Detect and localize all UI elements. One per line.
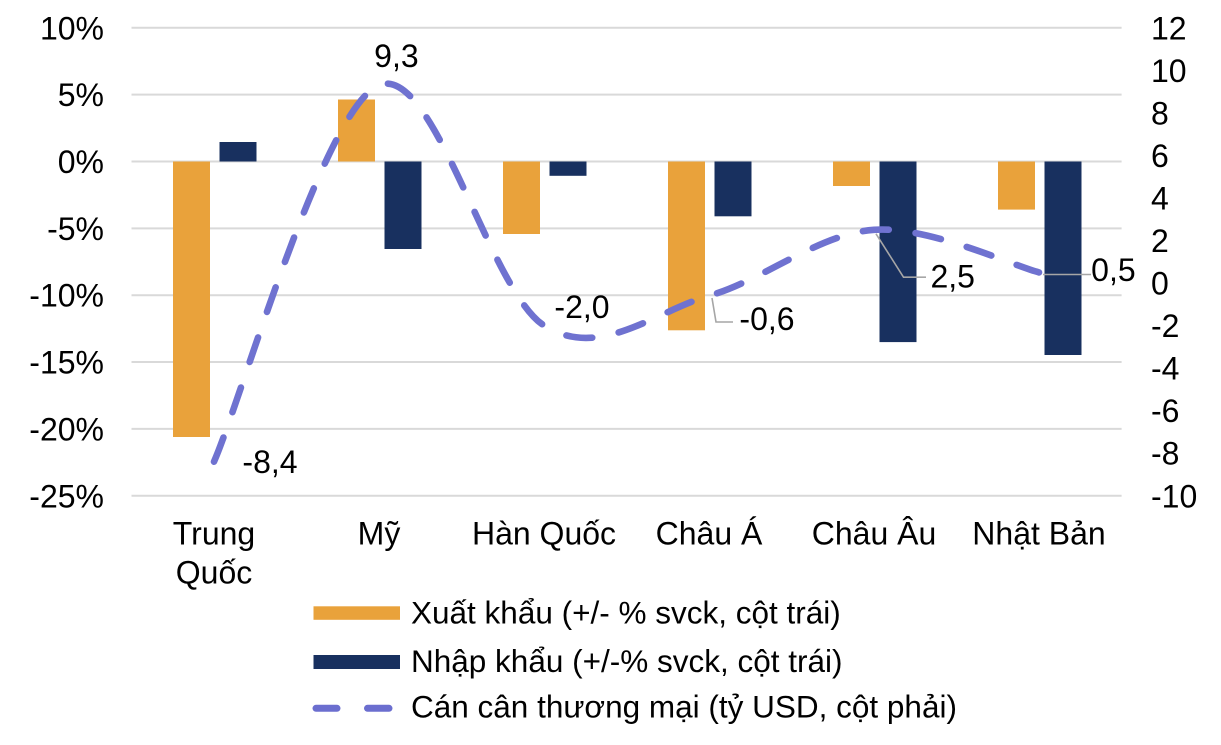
svg-text:10%: 10% (40, 10, 104, 46)
svg-text:9,3: 9,3 (374, 38, 418, 74)
svg-text:10: 10 (1151, 53, 1187, 89)
svg-text:-8: -8 (1151, 436, 1179, 472)
svg-text:-10: -10 (1151, 478, 1197, 514)
svg-text:-2: -2 (1151, 308, 1179, 344)
svg-text:-5%: -5% (47, 211, 104, 247)
svg-text:6: 6 (1151, 138, 1169, 174)
svg-text:2,5: 2,5 (930, 259, 974, 295)
svg-text:-4: -4 (1151, 351, 1179, 387)
svg-text:2: 2 (1151, 223, 1169, 259)
svg-text:Châu Á: Châu Á (656, 516, 763, 552)
svg-text:-2,0: -2,0 (554, 289, 609, 325)
svg-text:-6: -6 (1151, 393, 1179, 429)
svg-text:-20%: -20% (29, 411, 104, 447)
svg-text:12: 12 (1151, 10, 1187, 46)
svg-text:Nhật Bản: Nhật Bản (972, 516, 1105, 552)
svg-text:Xuất khẩu (+/- % svck, cột trá: Xuất khẩu (+/- % svck, cột trái) (411, 595, 841, 631)
svg-text:-0,6: -0,6 (739, 301, 794, 337)
svg-text:0%: 0% (58, 144, 104, 180)
svg-text:-15%: -15% (29, 345, 104, 381)
svg-text:-8,4: -8,4 (242, 444, 297, 480)
svg-text:Mỹ: Mỹ (358, 516, 401, 552)
svg-text:-25%: -25% (29, 478, 104, 514)
svg-text:4: 4 (1151, 181, 1169, 217)
svg-text:Cán cân thương mại (tỷ USD, cộ: Cán cân thương mại (tỷ USD, cột phải) (411, 689, 957, 725)
svg-text:Châu Âu: Châu Âu (812, 516, 937, 552)
svg-text:Quốc: Quốc (176, 555, 252, 591)
svg-text:Trung: Trung (173, 516, 255, 552)
svg-text:0,5: 0,5 (1091, 252, 1135, 288)
svg-text:Hàn Quốc: Hàn Quốc (472, 516, 616, 552)
svg-text:-10%: -10% (29, 278, 104, 314)
svg-text:8: 8 (1151, 95, 1169, 131)
svg-text:5%: 5% (58, 77, 104, 113)
svg-text:0: 0 (1151, 266, 1169, 302)
svg-text:Nhập khẩu (+/-% svck, cột trái: Nhập khẩu (+/-% svck, cột trái) (411, 643, 843, 679)
